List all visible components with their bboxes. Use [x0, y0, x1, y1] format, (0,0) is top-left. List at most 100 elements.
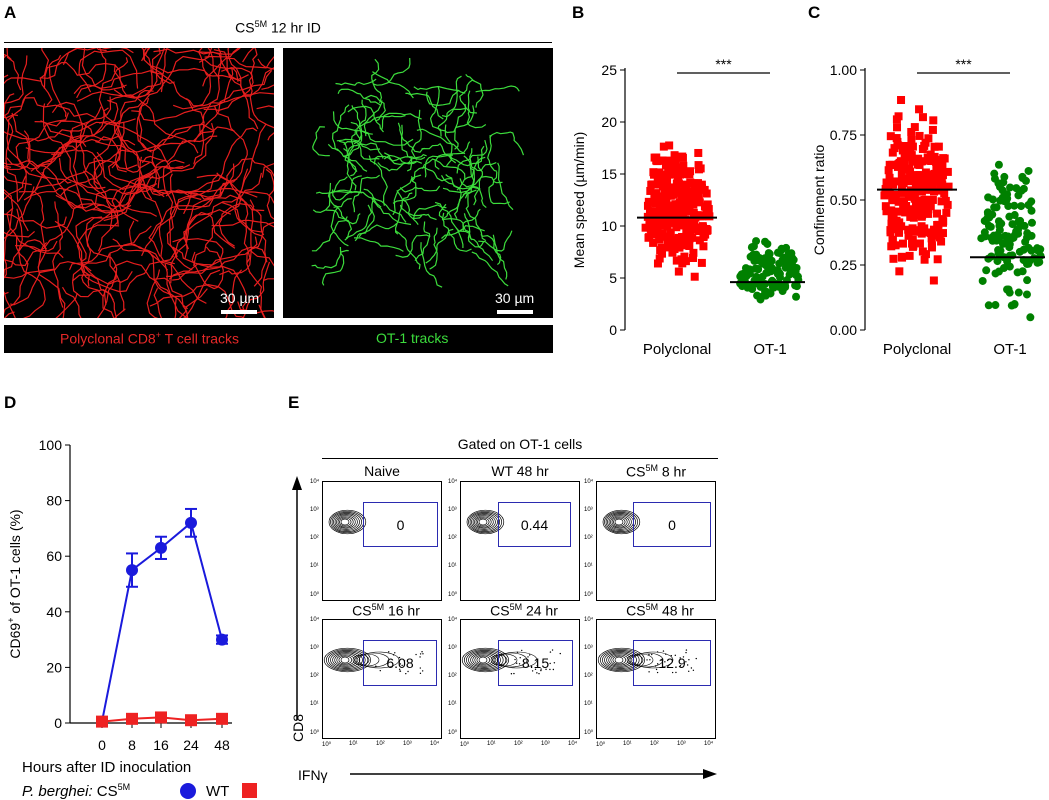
cell-track [396, 190, 423, 220]
data-point [921, 138, 930, 147]
cell-track [171, 211, 236, 258]
data-point [685, 207, 694, 216]
data-point [784, 249, 793, 258]
data-point [1016, 216, 1025, 225]
cell-track [363, 100, 383, 137]
data-point [924, 134, 933, 143]
data-point [931, 173, 940, 182]
data-point [674, 179, 683, 188]
data-point [694, 197, 703, 206]
panel-e-header-rule [322, 458, 718, 459]
y-tick-label: 80 [46, 493, 62, 509]
data-point [1004, 285, 1013, 294]
y-tick-label: 0.25 [830, 257, 857, 273]
cell-track [497, 162, 514, 211]
cell-track [93, 149, 153, 200]
data-point [929, 276, 938, 285]
cell-track [361, 130, 414, 146]
cell-track [395, 192, 413, 235]
data-point [659, 142, 668, 151]
data-point [659, 215, 668, 224]
data-point [126, 564, 138, 577]
data-point [893, 123, 902, 132]
data-point [694, 179, 703, 188]
data-point [663, 222, 672, 231]
data-point [904, 231, 913, 240]
cell-track [352, 174, 380, 213]
data-point [934, 142, 943, 151]
cell-track [71, 253, 114, 301]
cell-track [172, 246, 268, 268]
data-point [994, 267, 1003, 276]
cell-track [441, 225, 485, 239]
chart-c: 0.00 0.25 0.50 0.75 1.00 Confinement ratio Pol… [811, 56, 1045, 358]
cell-track [54, 220, 133, 285]
cell-track [40, 120, 106, 190]
cell-track [4, 191, 29, 232]
cell-track [347, 129, 358, 173]
data-point [907, 135, 916, 144]
data-point [930, 152, 939, 161]
cell-track [312, 176, 348, 214]
cell-track [149, 283, 245, 318]
data-point [887, 242, 896, 251]
data-point [682, 181, 691, 190]
data-point [894, 197, 903, 206]
cell-track [211, 219, 274, 228]
data-point [910, 123, 919, 132]
cell-track [444, 124, 453, 167]
data-point [758, 272, 767, 281]
chart-b: 0 5 10 15 20 25 Mean speed (µm/min) Polyclonal O… [571, 56, 805, 358]
data-point [1008, 220, 1017, 229]
data-point [1027, 218, 1036, 227]
data-point [788, 269, 797, 278]
cell-track [384, 152, 426, 162]
data-point [898, 146, 907, 155]
data-point [935, 233, 944, 242]
data-point [988, 195, 997, 204]
cell-track [395, 230, 421, 270]
data-point [675, 187, 684, 196]
cell-track [4, 189, 64, 259]
data-point [882, 207, 891, 216]
data-point [677, 201, 686, 210]
data-point [659, 232, 668, 241]
cell-track [51, 101, 100, 185]
data-point [887, 225, 896, 234]
data-point [777, 245, 786, 254]
data-point [686, 167, 695, 176]
data-point [891, 219, 900, 228]
cell-track [399, 204, 437, 221]
data-point [911, 179, 920, 188]
cell-track [395, 234, 431, 258]
y-tick-label: 0.75 [830, 127, 857, 143]
cell-track [473, 156, 484, 206]
x-tick-label: 16 [153, 737, 169, 753]
cell-track [343, 140, 380, 161]
cell-track [109, 225, 152, 312]
data-point [689, 248, 698, 257]
data-point [659, 182, 668, 191]
data-point [897, 222, 906, 231]
data-point [921, 228, 930, 237]
data-point [646, 186, 655, 195]
y-axis-label: Mean speed (µm/min) [571, 132, 587, 268]
cell-track [327, 182, 352, 208]
data-point [655, 233, 664, 242]
data-point [885, 160, 894, 169]
cell-track [30, 107, 109, 172]
data-point [904, 225, 913, 234]
cell-track [381, 112, 422, 130]
cell-track [4, 93, 19, 203]
data-point [910, 194, 919, 203]
cell-track [377, 161, 417, 172]
cell-track [93, 126, 119, 230]
data-point [897, 96, 906, 105]
data-point [778, 255, 787, 264]
flow-y-label: CD8 [290, 714, 306, 742]
data-point [185, 516, 197, 529]
cell-track [86, 187, 165, 263]
cell-track [442, 167, 476, 194]
data-point [654, 219, 663, 228]
data-point [1008, 234, 1017, 243]
